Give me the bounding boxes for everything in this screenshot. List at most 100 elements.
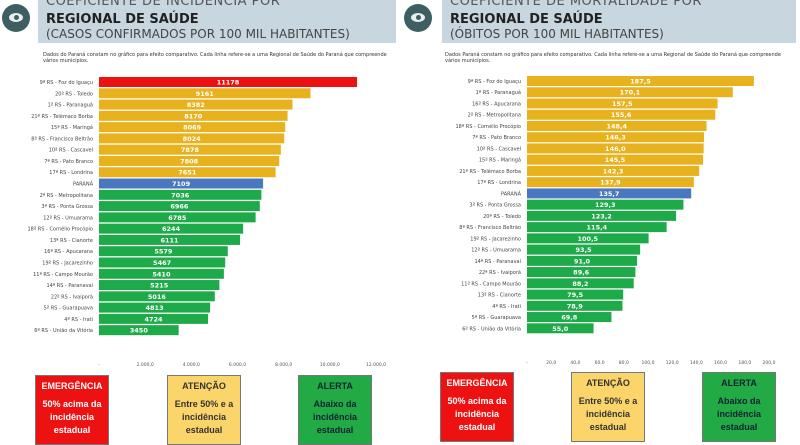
bar [99,246,228,257]
category-label: 5ª RS - Guarapuava [44,306,93,312]
category-label: 13ª RS - Cianorte [50,238,93,244]
chart-title: COEFICIENTE DE INCIDÊNCIA POR [46,0,281,9]
chart-header: COEFICIENTE DE INCIDÊNCIA POR REGIONAL D… [38,0,396,43]
category-label: 15ª RS - Maringá [479,157,521,164]
bar [527,244,641,255]
category-label: 19ª RS - Jacarezinho [42,260,93,266]
bar-value-label: 9161 [196,90,215,98]
mortality-panel: COEFICIENTE DE MORTALIDADE POR REGIONAL … [400,0,800,445]
health-logo-icon [2,4,30,32]
bar-value-label: 78,9 [567,302,584,310]
incidence-panel: COEFICIENTE DE INCIDÊNCIA POR REGIONAL D… [2,0,396,445]
legend-alert: ALERTA Abaixo da incidência estadual [298,375,372,445]
chart-header: COEFICIENTE DE MORTALIDADE POR REGIONAL … [442,0,796,43]
bar-value-label: 5410 [152,270,171,278]
bar [527,233,649,244]
chart-title: COEFICIENTE DE MORTALIDADE POR [450,0,702,9]
mortality-chart: 9ª RS - Foz do Iguaçu 187,5 1ª RS - Parana… [456,76,776,366]
category-label: 22ª RS - Ivaiporã [479,270,521,276]
bar [527,98,718,109]
bar-value-label: 7808 [180,157,199,165]
category-label: PARANÁ [73,181,94,188]
category-label: 16ª RS - Apucarana [44,249,93,255]
bar-value-label: 93,5 [576,246,593,254]
category-label: 9ª RS - Foz do Iguaçu [40,80,93,86]
bar [527,154,704,165]
bar-value-label: 135,7 [599,190,620,198]
bar-value-label: 5215 [150,282,169,290]
bar-value-label: 7109 [172,180,191,188]
bar [99,257,226,268]
legend-emergency: EMERGÊNCIA 50% acima da incidência estadu… [35,375,109,445]
bar-value-label: 3450 [130,327,149,335]
x-tick-label: 2.000,0 [137,362,154,368]
bar [527,323,594,334]
bar-value-label: 8024 [183,135,202,143]
bar-value-label: 6966 [170,203,189,211]
bar [527,165,700,176]
category-label: 14ª RS - Paranavaí [474,258,521,265]
bar-value-label: 4724 [144,315,163,323]
bar-value-label: 8382 [187,101,205,109]
category-label: 11ª RS - Campo Mourão [461,281,521,287]
category-label: 4ª RS - Irati [492,304,521,310]
category-label: 21ª RS - Telêmaco Borba [459,168,521,175]
category-label: 12ª RS - Umuarama [43,215,93,221]
bar-value-label: 91,0 [574,257,591,265]
category-label: 6ª RS - União da Vitória [462,325,521,332]
category-label: 17ª RS - Londrina [49,170,93,176]
bar [527,278,634,289]
health-logo-icon [404,4,432,32]
bar [99,144,281,155]
category-label: 10ª RS - Cascavel [49,148,93,154]
bar [99,234,241,245]
bar [99,167,276,178]
category-label: 18ª RS - Cornélio Procópio [456,123,522,130]
category-label: 20ª RS - Toledo [55,91,93,97]
bar [99,122,286,133]
x-tick-label: 180,0 [738,360,751,366]
bar-value-label: 69,8 [561,314,578,322]
bar [99,110,288,121]
bar [99,88,311,99]
bar-value-label: 129,3 [595,201,616,209]
bar-value-label: 100,5 [578,235,599,243]
category-label: 7ª RS - Pato Branco [472,135,521,141]
x-tick-label: 6.000,0 [229,362,246,368]
bar [527,87,733,98]
bar [99,201,260,212]
x-tick-label: 120,0 [666,360,679,366]
bar-value-label: 11178 [217,79,240,87]
legend-alert: ALERTA Abaixo da incidência estadual [702,372,776,442]
bar-value-label: 170,1 [620,89,641,97]
bar-value-label: 6111 [160,236,179,244]
category-label: 14ª RS - Paranavaí [46,282,93,289]
bar [527,76,754,86]
x-tick-label: 8.000,0 [275,362,292,368]
legend-emergency: EMERGÊNCIA 50% acima da incidência estadu… [440,372,514,442]
chart-title-bold: REGIONAL DE SAÚDE [46,12,199,27]
bar [527,210,677,221]
category-label: 4ª RS - Irati [64,317,93,323]
bar-value-label: 146,3 [605,134,626,142]
category-label: 20ª RS - Toledo [483,214,521,220]
category-label: 7ª RS - Pato Branco [44,159,93,165]
bar-value-label: 5467 [153,259,171,267]
bar [527,300,623,311]
bar-value-label: 137,9 [600,179,621,187]
category-label: 11ª RS - Campo Mourão [33,272,93,278]
bar-value-label: 55,0 [552,325,569,333]
category-label: 6ª RS - União da Vitória [34,327,93,334]
x-tick-label: - [526,361,528,366]
bar-value-label: 145,5 [605,156,626,164]
category-label: 1ª RS - Paranaguá [476,89,521,96]
category-label: 2ª RS - Metropolitana [40,193,93,199]
chart-note: Dados Paraná constam no gráfico para efe… [445,52,781,64]
bar [99,325,179,336]
bar [527,255,638,266]
bar-value-label: 4813 [146,304,164,312]
bar-value-label: 123,2 [591,212,612,220]
x-tick-label: 100,0 [642,360,655,366]
bar [527,199,684,210]
bar [99,189,262,200]
